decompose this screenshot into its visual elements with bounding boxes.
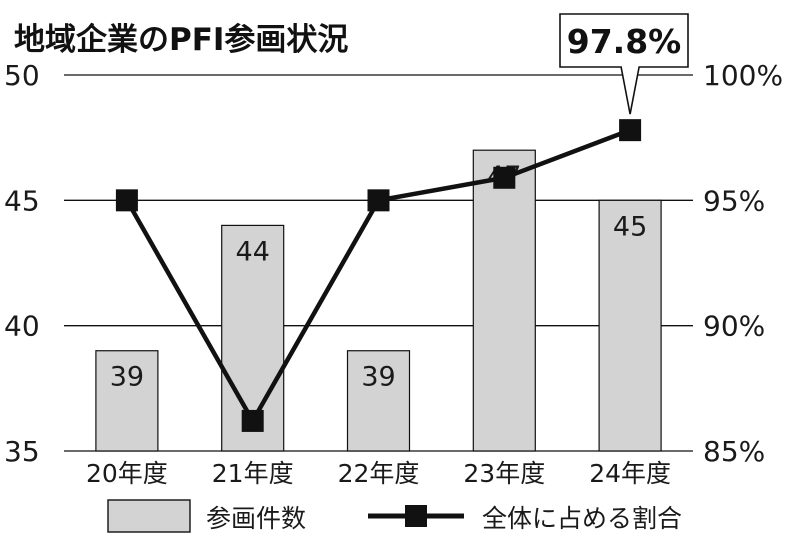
line-marker: [241, 409, 264, 432]
line-marker: [367, 189, 390, 212]
bar: [346, 350, 411, 452]
bar-series: 3944394745: [95, 149, 662, 452]
bar: [472, 149, 536, 452]
line-marker: [493, 166, 516, 189]
bar-value-label: 39: [361, 362, 395, 393]
line-marker: [115, 189, 138, 212]
bar: [598, 199, 662, 452]
right-axis: 85% 90% 95% 100%: [703, 59, 783, 468]
left-tick-label: 35: [4, 435, 40, 468]
right-tick-label: 90%: [703, 310, 765, 343]
left-tick-label: 50: [4, 59, 40, 92]
right-tick-label: 100%: [703, 59, 783, 92]
x-axis: 20年度 21年度 22年度 23年度 24年度: [86, 459, 671, 488]
left-tick-label: 40: [4, 310, 40, 343]
callout-box: [559, 13, 689, 115]
x-tick-label: 21年度: [212, 459, 294, 488]
x-tick-label: 20年度: [86, 459, 168, 488]
bar: [95, 350, 159, 452]
bar-value-label: 44: [236, 236, 270, 267]
bar-value-label: 39: [110, 362, 144, 393]
left-tick-label: 45: [4, 184, 40, 217]
line-series: [115, 119, 642, 432]
legend-line-marker: [405, 505, 427, 527]
x-tick-label: 22年度: [338, 459, 420, 488]
legend-bar-label: 参画件数: [206, 504, 306, 533]
legend-line-label: 全体に占める割合: [482, 504, 682, 533]
legend: 参画件数 全体に占める割合: [107, 499, 682, 533]
callout: 97.8%: [559, 13, 689, 115]
chart-title: 地域企業のPFI参画状況: [14, 22, 348, 58]
legend-bar-swatch: [107, 499, 191, 533]
line-marker: [619, 119, 642, 142]
right-tick-label: 85%: [703, 435, 765, 468]
callout-text: 97.8%: [567, 22, 682, 61]
bar-value-label: 45: [613, 211, 647, 242]
left-axis: 35 40 45 50: [4, 59, 40, 468]
x-tick-label: 23年度: [463, 459, 545, 488]
x-tick-label: 24年度: [589, 459, 671, 488]
right-tick-label: 95%: [703, 184, 765, 217]
